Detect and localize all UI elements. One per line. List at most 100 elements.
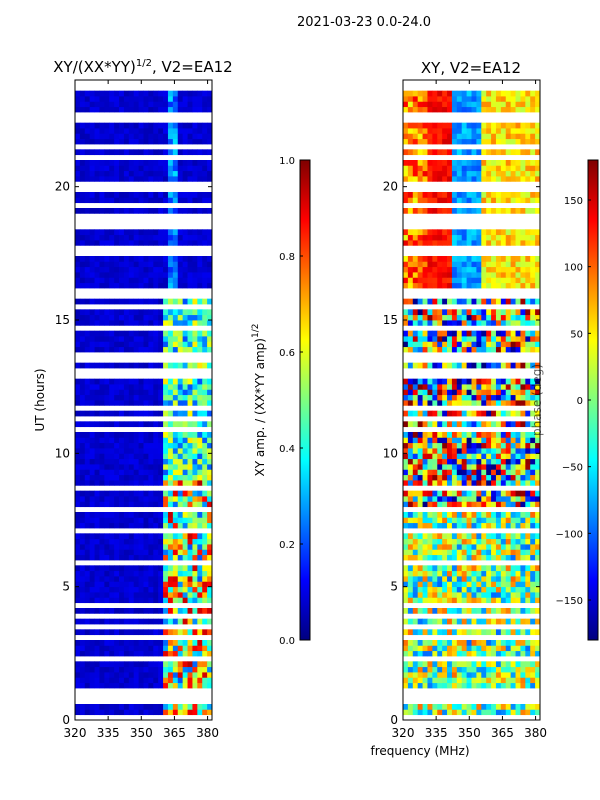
- phase-heatmap-cell: [530, 432, 536, 438]
- phase-heatmap-cell: [403, 229, 409, 236]
- amplitude-heatmap-cell: [114, 458, 120, 465]
- amplitude-heatmap-cell: [192, 704, 198, 710]
- amplitude-heatmap-cell: [192, 538, 198, 545]
- phase-heatmap-cell: [466, 592, 472, 598]
- phase-heatmap-cell: [417, 101, 423, 108]
- phase-heatmap-cell: [451, 544, 458, 550]
- amplitude-heatmap-cell: [163, 197, 169, 204]
- phase-heatmap-cell: [461, 149, 467, 156]
- amplitude-heatmap-cell: [128, 512, 135, 518]
- amplitude-heatmap-cell: [79, 341, 86, 348]
- amplitude-heatmap-cell: [187, 469, 193, 476]
- phase-heatmap-cell: [520, 106, 526, 113]
- amplitude-heatmap-cell: [192, 170, 198, 177]
- phase-heatmap-cell: [437, 442, 443, 449]
- phase-heatmap-cell: [515, 453, 521, 460]
- amplitude-heatmap-cell: [109, 554, 115, 561]
- phase-heatmap-cell: [535, 448, 540, 454]
- phase-heatmap-cell: [447, 122, 453, 129]
- amplitude-heatmap-cell: [202, 490, 208, 497]
- amplitude-heatmap-cell: [163, 469, 169, 476]
- phase-heatmap-cell: [407, 517, 414, 524]
- amplitude-heatmap-cell: [207, 544, 212, 550]
- phase-heatmap-cell: [456, 645, 463, 652]
- amplitude-heatmap-cell: [123, 469, 130, 476]
- amplitude-heatmap-cell: [187, 165, 193, 172]
- amplitude-heatmap-cell: [79, 650, 86, 657]
- phase-heatmap-cell: [520, 544, 526, 550]
- phase-heatmap-cell: [437, 586, 443, 593]
- amplitude-heatmap-cell: [202, 448, 208, 454]
- amplitude-heatmap-cell: [167, 170, 174, 177]
- amplitude-heatmap-cell: [167, 581, 174, 588]
- amplitude-heatmap-cell: [207, 640, 212, 646]
- phase-heatmap-cell: [535, 581, 540, 588]
- phase-heatmap-cell: [495, 474, 502, 481]
- amplitude-heatmap-cell: [109, 458, 115, 465]
- phase-heatmap-cell: [515, 432, 521, 438]
- phase-heatmap-cell: [447, 517, 453, 524]
- phase-heatmap-cell: [525, 165, 531, 172]
- phase-heatmap-cell: [456, 160, 463, 166]
- amplitude-heatmap-cell: [158, 266, 164, 273]
- phase-heatmap-cell: [481, 496, 487, 502]
- phase-heatmap-cell: [510, 389, 516, 396]
- amplitude-heatmap-cell: [182, 458, 188, 465]
- phase-heatmap-cell: [442, 122, 448, 129]
- amplitude-heatmap-cell: [207, 133, 212, 140]
- phase-heatmap-cell: [427, 650, 433, 657]
- phase-heatmap-cell: [422, 149, 428, 156]
- amplitude-heatmap-cell: [79, 517, 86, 524]
- phase-heatmap-cell: [530, 581, 536, 588]
- phase-heatmap-cell: [422, 666, 428, 673]
- phase-heatmap-cell: [432, 618, 438, 625]
- amplitude-heatmap-cell: [128, 410, 135, 417]
- amplitude-heatmap-cell: [182, 640, 188, 646]
- amplitude-heatmap-cell: [133, 565, 139, 572]
- phase-heatmap-cell: [422, 309, 428, 316]
- phase-heatmap-cell: [481, 90, 487, 97]
- phase-heatmap-cell: [476, 592, 482, 598]
- phase-heatmap-cell: [505, 106, 512, 113]
- amplitude-heatmap-cell: [172, 645, 179, 652]
- phase-heatmap-cell: [495, 480, 502, 486]
- amplitude-heatmap-cell: [187, 261, 193, 268]
- amplitude-heatmap-cell: [172, 704, 179, 710]
- phase-heatmap-cell: [481, 538, 487, 545]
- amplitude-heatmap-cell: [207, 229, 212, 236]
- amplitude-heatmap-cell: [158, 549, 164, 556]
- phase-heatmap-cell: [412, 533, 419, 540]
- phase-heatmap-cell: [525, 629, 531, 636]
- amplitude-heatmap-cell: [158, 608, 164, 614]
- phase-heatmap-cell: [505, 96, 512, 102]
- amplitude-heatmap-cell: [79, 581, 86, 588]
- phase-heatmap-cell: [466, 384, 472, 390]
- phase-heatmap-cell: [520, 538, 526, 545]
- phase-heatmap-cell: [466, 549, 472, 556]
- amplitude-heatmap-cell: [187, 640, 193, 646]
- amplitude-heatmap-cell: [99, 682, 105, 689]
- phase-heatmap-cell: [530, 96, 536, 102]
- phase-heatmap-cell: [466, 282, 472, 289]
- amplitude-heatmap-cell: [89, 448, 95, 454]
- phase-heatmap-cell: [495, 384, 502, 390]
- amplitude-heatmap-cell: [79, 549, 86, 556]
- phase-heatmap-cell: [495, 565, 502, 572]
- phase-heatmap-cell: [471, 581, 477, 588]
- phase-heatmap-cell: [500, 330, 507, 337]
- amplitude-heatmap-cell: [104, 650, 110, 657]
- amplitude-heatmap-cell: [172, 400, 179, 406]
- amplitude-heatmap-cell: [172, 197, 179, 204]
- amplitude-heatmap-cell: [148, 522, 154, 529]
- amplitude-heatmap-cell: [104, 197, 110, 204]
- amplitude-heatmap-cell: [143, 618, 149, 625]
- amplitude-heatmap-cell: [75, 437, 81, 444]
- amplitude-heatmap-cell: [123, 453, 130, 460]
- phase-heatmap-cell: [427, 122, 433, 129]
- amplitude-heatmap-cell: [104, 533, 110, 540]
- phase-heatmap-cell: [535, 101, 540, 108]
- phase-heatmap-cell: [442, 298, 448, 305]
- amplitude-heatmap-cell: [138, 432, 144, 438]
- amplitude-heatmap-cell: [89, 517, 95, 524]
- amplitude-heatmap-cell: [187, 240, 193, 246]
